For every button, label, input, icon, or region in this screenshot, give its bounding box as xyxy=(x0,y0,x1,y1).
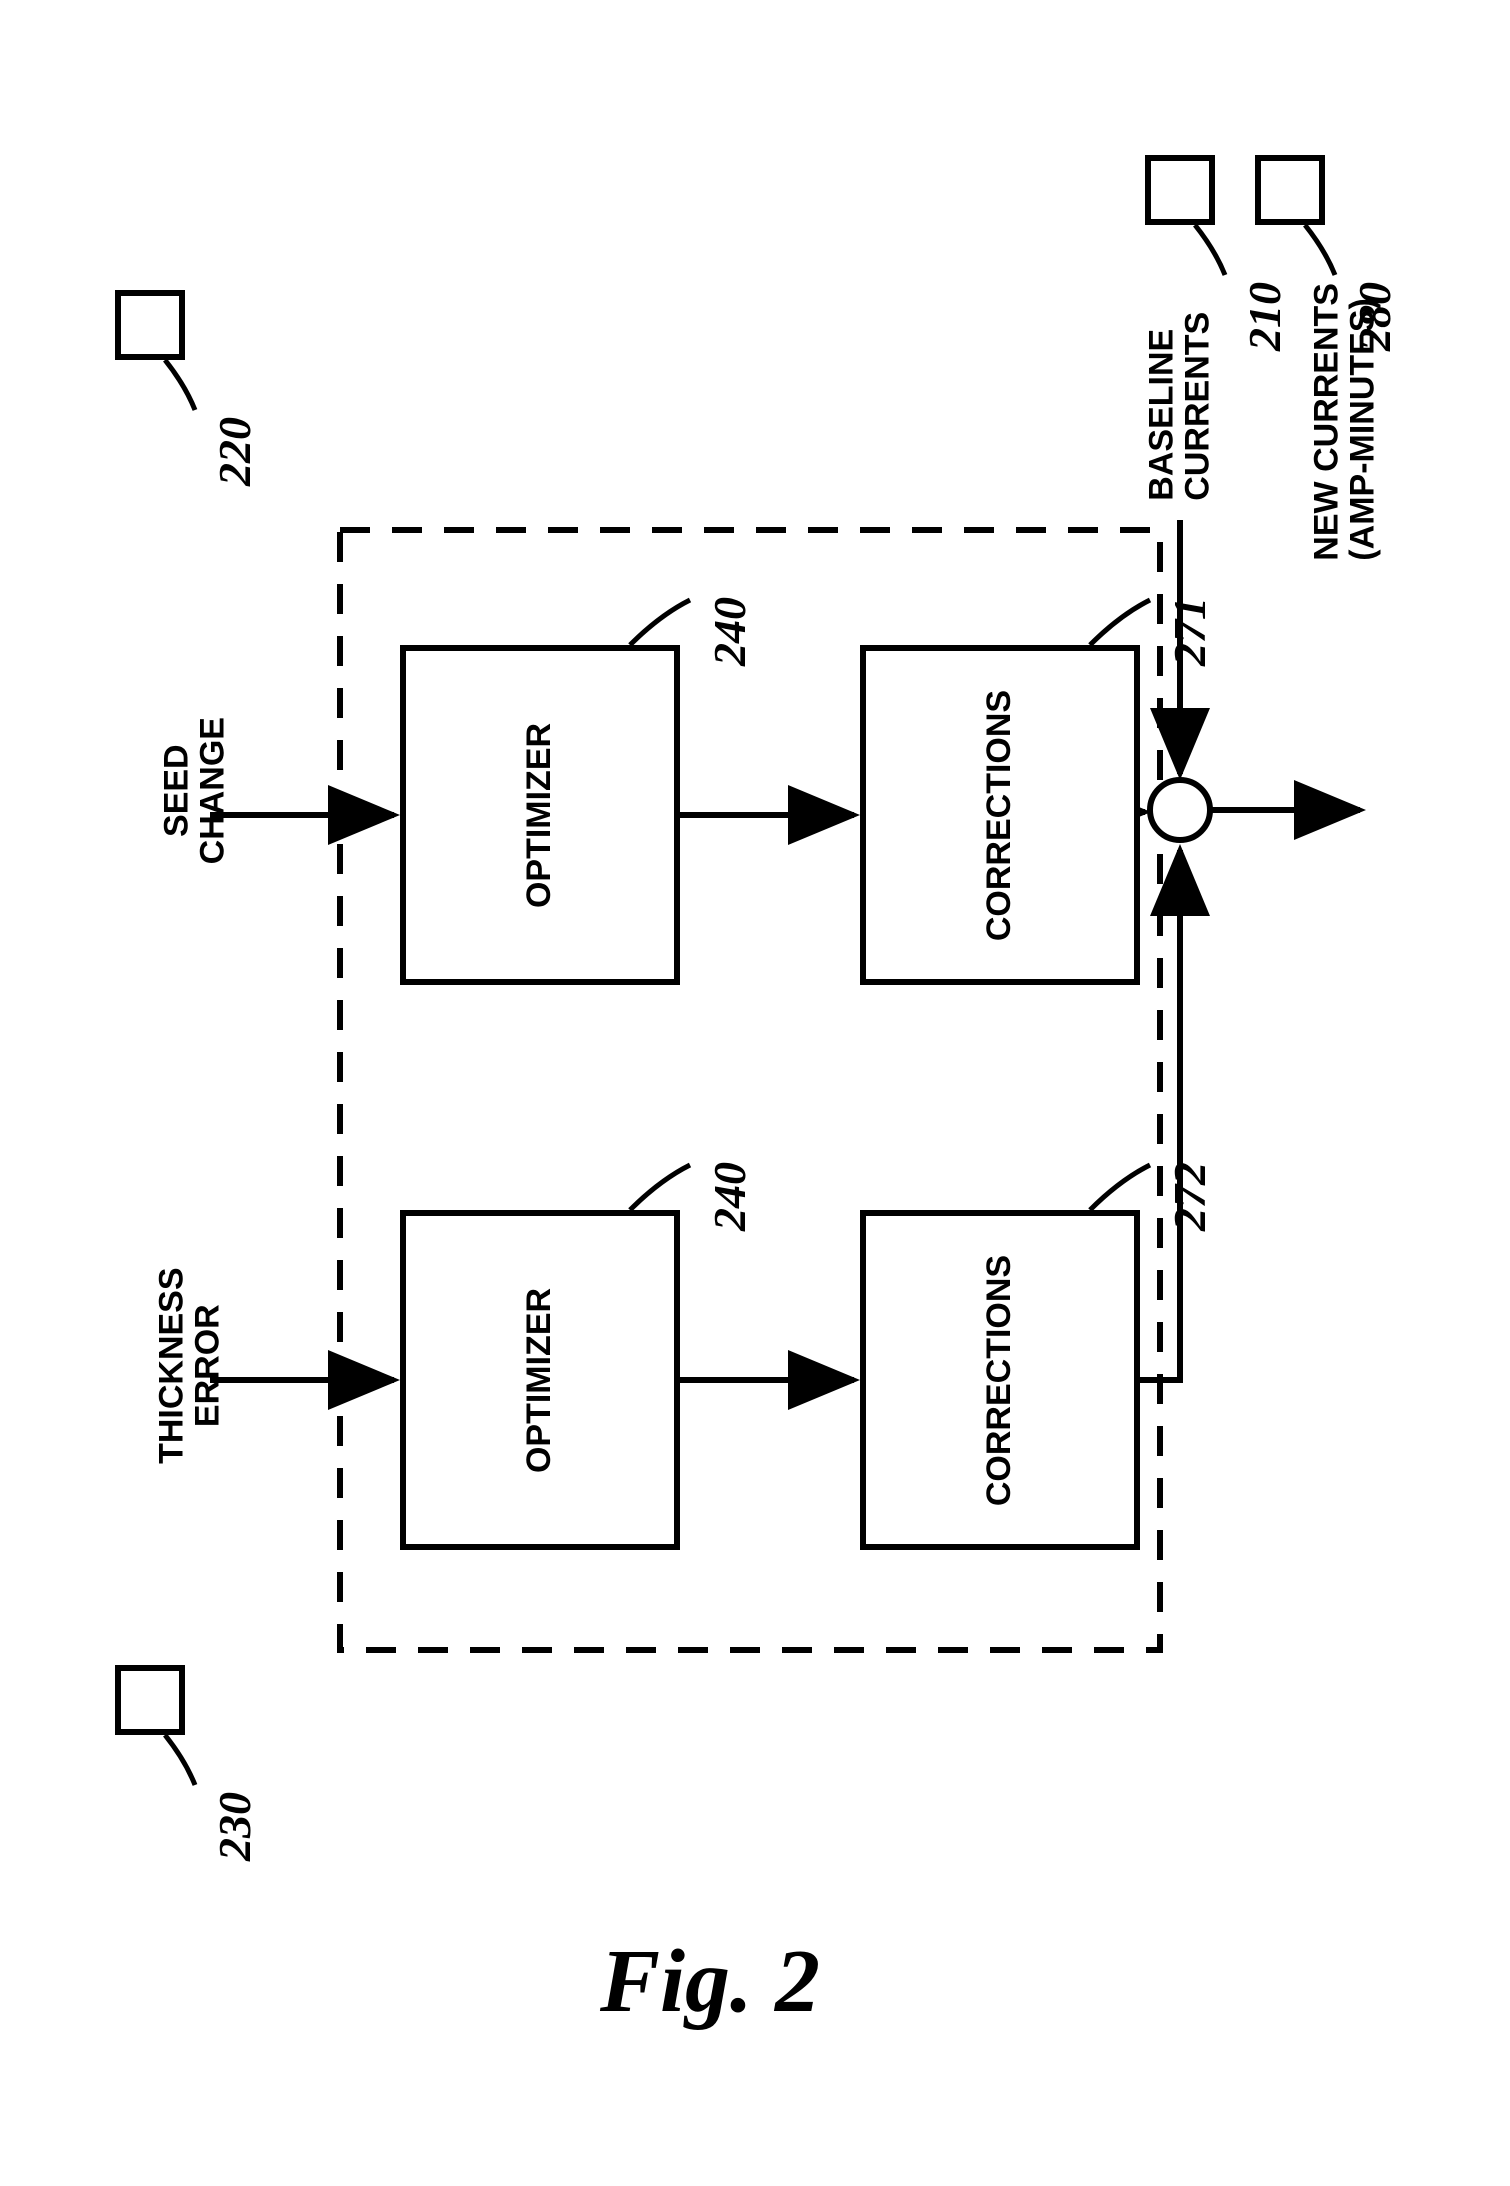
thickness-line2: ERROR xyxy=(188,1304,226,1427)
corrections-top-text: CORRECTIONS xyxy=(980,689,1019,940)
thickness-label: THICKNESS ERROR xyxy=(90,1330,290,1401)
corrections-bottom-box: CORRECTIONS xyxy=(860,1210,1140,1550)
sum-node xyxy=(1150,780,1210,840)
optimizer-top-box: OPTIMIZER xyxy=(400,645,680,985)
lead-280 xyxy=(1305,225,1335,275)
diagram-canvas: OPTIMIZER OPTIMIZER CORRECTIONS CORRECTI… xyxy=(0,0,1510,2186)
seed-label: SEED CHANGE xyxy=(110,755,280,826)
thickness-ref-box xyxy=(115,1665,185,1735)
seed-ref-box xyxy=(115,290,185,360)
lead-210 xyxy=(1195,225,1225,275)
baseline-line2: CURRENTS xyxy=(1178,312,1216,501)
optimizer-top-text: OPTIMIZER xyxy=(520,722,559,907)
ref-230: 230 xyxy=(208,1792,261,1861)
output-line1: NEW CURRENTS xyxy=(1307,283,1345,561)
lead-271 xyxy=(1090,600,1150,645)
lead-220 xyxy=(165,360,195,410)
thickness-line1: THICKNESS xyxy=(152,1267,190,1463)
baseline-ref-box xyxy=(1145,155,1215,225)
figure-label: Fig. 2 xyxy=(600,1930,820,2033)
seed-line2: CHANGE xyxy=(193,717,231,864)
lead-240-bot xyxy=(630,1165,690,1210)
lead-240-top xyxy=(630,600,690,645)
optimizer-bottom-box: OPTIMIZER xyxy=(400,1210,680,1550)
ref-240-bot: 240 xyxy=(703,1162,756,1231)
output-ref-box xyxy=(1255,155,1325,225)
output-label: NEW CURRENTS (AMP-MINUTES) xyxy=(1225,405,1465,476)
ref-272: 272 xyxy=(1163,1162,1216,1231)
lead-230 xyxy=(165,1735,195,1785)
lead-272 xyxy=(1090,1165,1150,1210)
ref-220: 220 xyxy=(208,417,261,486)
baseline-line1: BASELINE xyxy=(1142,329,1180,501)
corrections-top-box: CORRECTIONS xyxy=(860,645,1140,985)
optimizer-bottom-text: OPTIMIZER xyxy=(520,1287,559,1472)
corrections-bottom-text: CORRECTIONS xyxy=(980,1254,1019,1505)
ref-280: 280 xyxy=(1348,282,1401,351)
ref-210: 210 xyxy=(1238,282,1291,351)
ref-240-top: 240 xyxy=(703,597,756,666)
seed-line1: SEED xyxy=(157,744,195,837)
ref-271: 271 xyxy=(1163,597,1216,666)
